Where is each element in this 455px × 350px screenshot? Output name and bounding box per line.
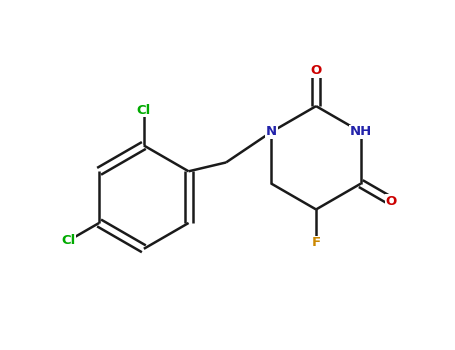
Text: N: N [266,125,277,139]
Text: O: O [386,195,397,208]
Text: Cl: Cl [136,104,151,117]
Text: Cl: Cl [61,234,76,247]
Text: O: O [310,64,322,77]
Text: NH: NH [350,125,372,139]
Text: F: F [312,236,321,250]
